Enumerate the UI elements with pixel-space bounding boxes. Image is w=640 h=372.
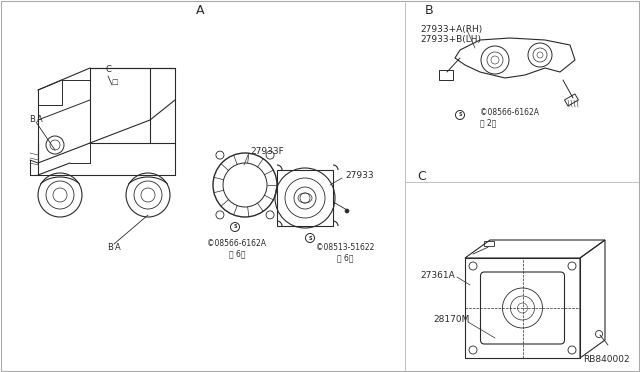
- Text: C: C: [417, 170, 426, 183]
- Text: 27933: 27933: [345, 170, 374, 180]
- Text: 28170M: 28170M: [433, 315, 469, 324]
- Text: B: B: [107, 244, 113, 253]
- Bar: [277, 170, 333, 226]
- Bar: [564, 94, 579, 106]
- Bar: [439, 70, 453, 80]
- Bar: [465, 258, 580, 358]
- Text: S: S: [308, 235, 312, 241]
- Text: B: B: [425, 3, 434, 16]
- Text: 27933F: 27933F: [250, 148, 284, 157]
- Text: S: S: [233, 224, 237, 230]
- Circle shape: [345, 209, 349, 213]
- Text: 27361A: 27361A: [420, 270, 455, 279]
- Text: A: A: [196, 3, 204, 16]
- Text: A: A: [37, 115, 43, 125]
- Text: B: B: [29, 115, 35, 125]
- Text: ©08566-6162A
〈 6〉: ©08566-6162A 〈 6〉: [207, 239, 266, 259]
- Text: ©08566-6162A
〈 2〉: ©08566-6162A 〈 2〉: [480, 108, 539, 128]
- Text: C: C: [105, 65, 111, 74]
- Text: S: S: [458, 112, 461, 118]
- Text: RB840002: RB840002: [584, 356, 630, 365]
- Bar: [484, 241, 494, 246]
- Text: 27933+A(RH)
27933+B(LH): 27933+A(RH) 27933+B(LH): [420, 25, 483, 44]
- Text: □: □: [112, 79, 118, 85]
- Text: A: A: [115, 244, 121, 253]
- Text: ©08513-51622
〈 6〉: ©08513-51622 〈 6〉: [316, 243, 374, 262]
